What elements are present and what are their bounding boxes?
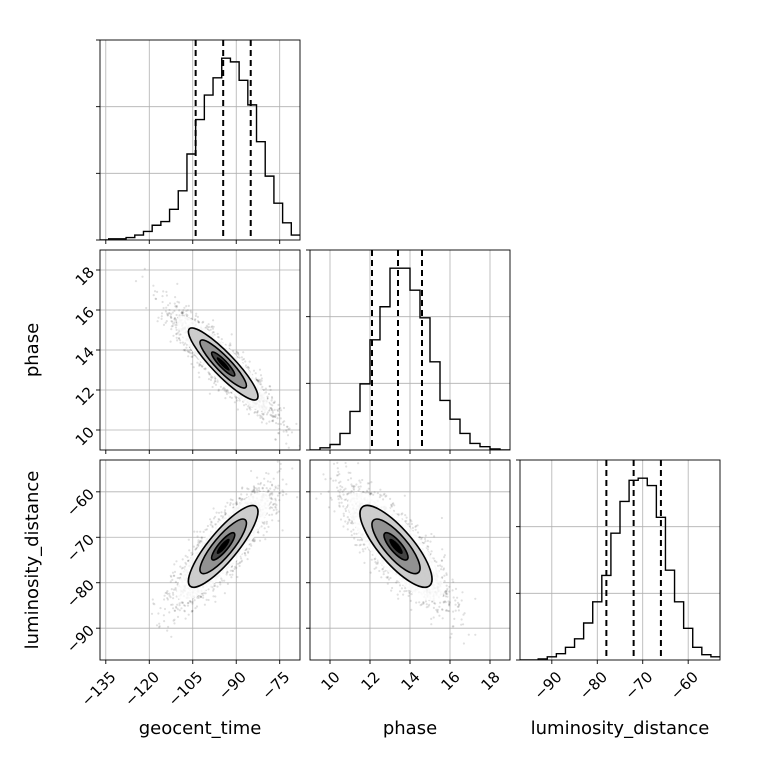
y-tick-label: 10 xyxy=(72,423,98,449)
y-tick-label: 18 xyxy=(72,263,98,289)
contour-line xyxy=(210,351,236,377)
x-tick-label: 18 xyxy=(478,668,504,694)
contour-line xyxy=(199,518,248,575)
y-axis-label-luminosity_distance: luminosity_distance xyxy=(22,471,43,650)
x-tick-label: 14 xyxy=(398,668,424,694)
density-core xyxy=(216,538,230,555)
density-contours xyxy=(176,491,270,601)
x-tick-label: 12 xyxy=(358,668,384,694)
x-tick-label: −105 xyxy=(165,668,207,710)
histogram-luminosity_distance xyxy=(520,477,720,660)
y-tick-label: −60 xyxy=(63,485,98,520)
panel-frame xyxy=(99,39,301,241)
x-tick-label: 10 xyxy=(318,668,344,694)
contour-line xyxy=(383,531,409,561)
contour-line xyxy=(199,339,248,389)
histogram-phase xyxy=(310,267,510,450)
y-tick-label: −90 xyxy=(63,621,98,656)
x-tick-label: 16 xyxy=(438,668,464,694)
scatter-panel-phase-vs-geocent_time xyxy=(96,249,301,454)
grid-lines xyxy=(100,40,300,240)
x-tick-label: −90 xyxy=(215,668,250,703)
y-tick-label: −80 xyxy=(63,576,98,611)
histogram-geocent_time xyxy=(100,57,300,240)
hist-panel-phase xyxy=(306,249,511,454)
x-tick-label: −120 xyxy=(121,668,163,710)
hist-panel-luminosity_distance xyxy=(516,459,721,664)
contour-line xyxy=(187,327,259,401)
x-tick-label: −60 xyxy=(667,668,702,703)
density-core xyxy=(216,357,230,371)
y-tick-label: 14 xyxy=(72,343,98,369)
x-tick-label: −75 xyxy=(258,668,293,703)
scatter-panel-luminosity_distance-vs-geocent_time xyxy=(96,459,301,664)
x-tick-label: −90 xyxy=(530,668,565,703)
panel-frame xyxy=(519,459,721,661)
x-tick-label: −70 xyxy=(621,668,656,703)
x-tick-label: −135 xyxy=(78,668,120,710)
panel-frame xyxy=(99,459,301,661)
contour-line xyxy=(359,504,433,589)
hist-panel-geocent_time xyxy=(96,39,301,244)
density-contours xyxy=(176,316,270,413)
y-tick-label: 16 xyxy=(72,303,98,329)
contour-line xyxy=(371,518,421,575)
grid-lines xyxy=(520,460,720,660)
y-tick-label: −70 xyxy=(63,531,98,566)
x-tick-label: −80 xyxy=(576,668,611,703)
grid-lines xyxy=(100,250,300,450)
contour-line xyxy=(210,531,236,561)
density-contours xyxy=(348,491,445,601)
x-axis-label-geocent_time: geocent_time xyxy=(139,718,262,739)
density-core xyxy=(389,538,403,555)
y-tick-label: 12 xyxy=(72,383,98,409)
scatter-panel-luminosity_distance-vs-phase xyxy=(306,459,511,664)
y-axis-label-phase: phase xyxy=(22,323,43,377)
grid-lines xyxy=(100,460,300,660)
x-axis-label-phase: phase xyxy=(383,718,437,739)
contour-line xyxy=(187,504,259,589)
x-axis-label-luminosity_distance: luminosity_distance xyxy=(531,718,710,739)
